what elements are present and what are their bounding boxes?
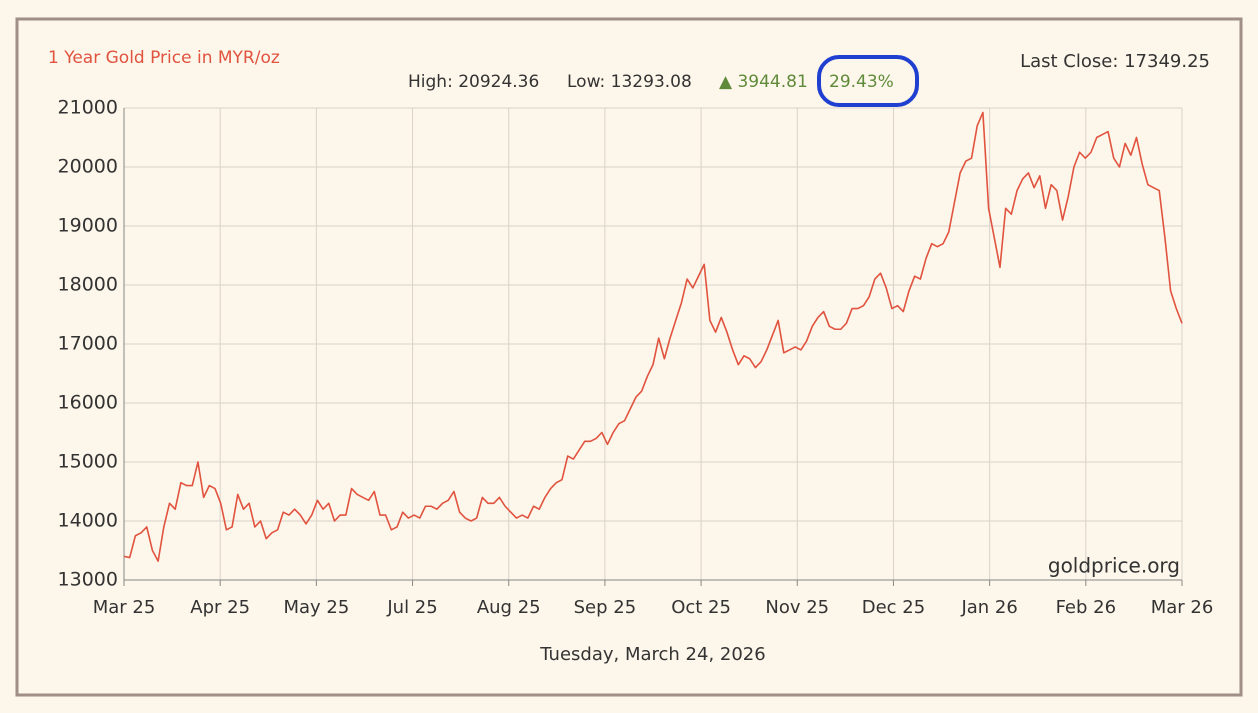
y-tick-label: 21000 (58, 97, 118, 119)
header-low: Low: 13293.08 (567, 72, 692, 92)
y-tick-label: 18000 (58, 274, 118, 296)
x-tick-label: Sep 25 (574, 597, 637, 618)
x-tick-label: May 25 (283, 597, 349, 618)
header-change-pct: 29.43% (829, 72, 894, 92)
x-tick-label: Dec 25 (862, 597, 925, 618)
price-line (123, 111, 1183, 562)
header-change: ▲ 3944.81 (719, 72, 808, 92)
date-label: Tuesday, March 24, 2026 (539, 644, 765, 665)
x-tick-label: Nov 25 (765, 597, 829, 618)
x-tick-label: Aug 25 (477, 597, 541, 618)
y-tick-label: 17000 (58, 333, 118, 355)
x-tick-label: Apr 25 (190, 597, 250, 618)
highlight-circle (817, 55, 919, 107)
watermark: goldprice.org (1048, 554, 1180, 578)
x-tick-label: Feb 26 (1056, 597, 1117, 618)
frame (15, 17, 1243, 697)
y-tick-label: 15000 (58, 451, 118, 473)
y-tick-label: 20000 (58, 156, 118, 178)
y-tick-label: 16000 (58, 392, 118, 414)
header-high: High: 20924.36 (408, 72, 539, 92)
x-tick-label: Mar 26 (1151, 597, 1214, 618)
x-tick-label: Mar 25 (93, 597, 156, 618)
y-tick-label: 14000 (58, 510, 118, 532)
x-tick-label: Jul 25 (386, 597, 437, 618)
last-close: Last Close: 17349.25 (1020, 51, 1210, 72)
y-tick-label: 13000 (58, 569, 118, 591)
chart-title: 1 Year Gold Price in MYR/oz (48, 48, 280, 68)
y-tick-label: 19000 (58, 215, 118, 237)
x-tick-label: Oct 25 (671, 597, 731, 618)
x-tick-label: Jan 26 (960, 597, 1017, 618)
